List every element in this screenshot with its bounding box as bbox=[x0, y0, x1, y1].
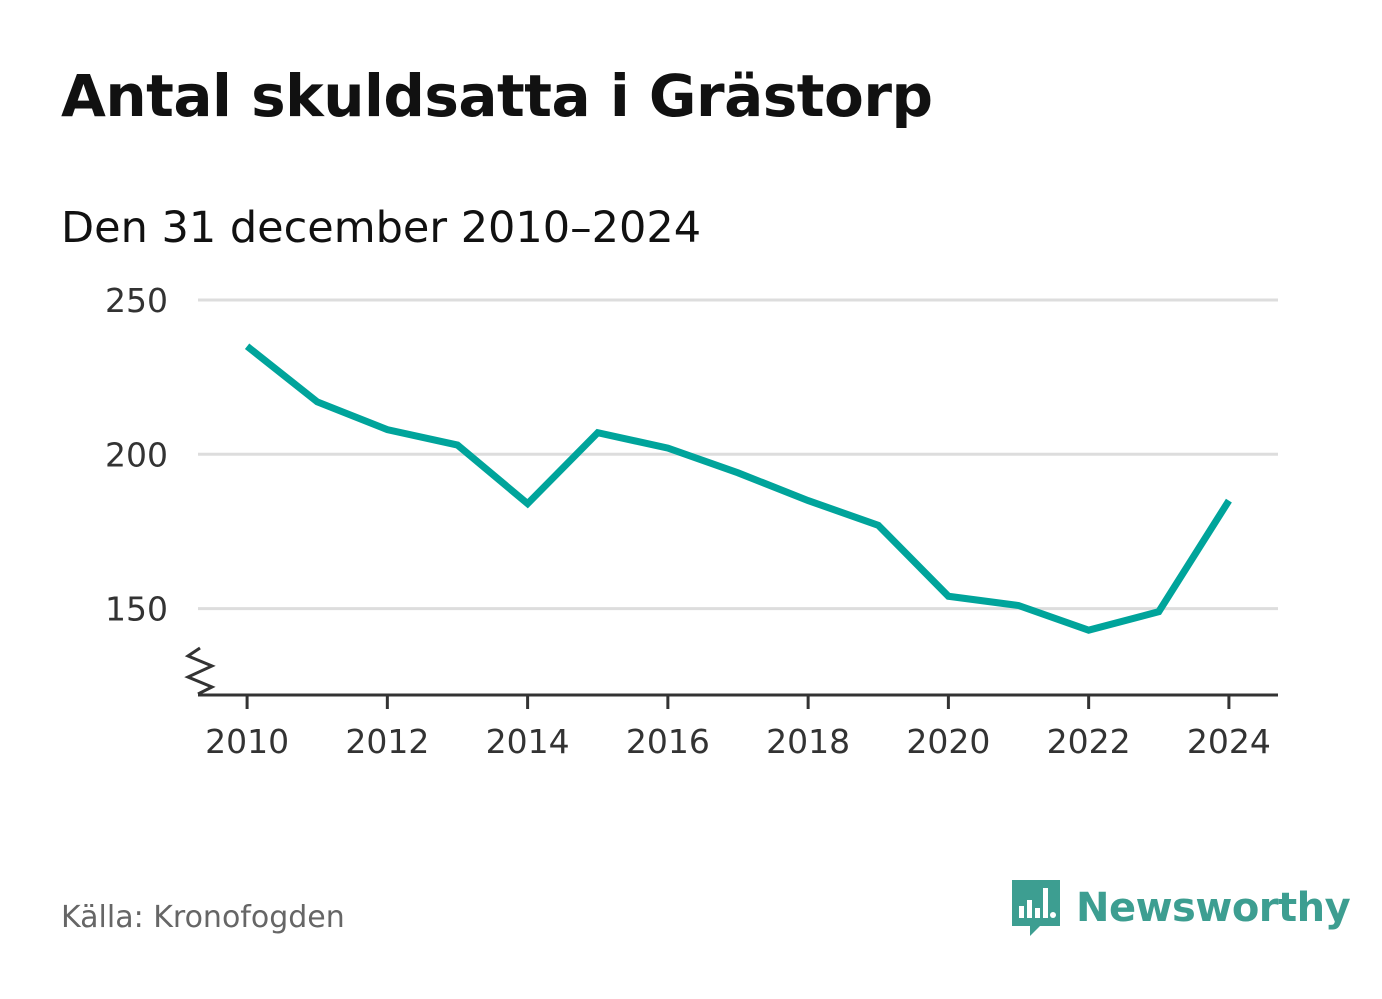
x-tick-label: 2020 bbox=[906, 722, 990, 761]
brand-name: Newsworthy bbox=[1076, 885, 1351, 931]
gridlines bbox=[198, 298, 1278, 611]
chart-title: Antal skuldsatta i Grästorp bbox=[61, 62, 933, 130]
x-tick-label: 2014 bbox=[486, 722, 570, 761]
x-tick-label: 2018 bbox=[766, 722, 850, 761]
y-tick-label: 150 bbox=[105, 590, 168, 629]
y-axis-ticks: 150 200 250 bbox=[105, 281, 168, 629]
x-axis-ticks: 2010 2012 2014 2016 2018 2020 2022 2024 bbox=[205, 695, 1271, 761]
chart-subtitle: Den 31 december 2010–2024 bbox=[61, 203, 702, 253]
y-tick-label: 250 bbox=[105, 281, 168, 320]
x-tick-label: 2022 bbox=[1047, 722, 1131, 761]
source-note: Källa: Kronofogden bbox=[61, 900, 345, 935]
x-tick-label: 2024 bbox=[1187, 722, 1271, 761]
x-tick-label: 2010 bbox=[205, 722, 289, 761]
axis-break-icon bbox=[184, 646, 216, 696]
newsworthy-logo-icon bbox=[1012, 880, 1060, 936]
x-axis bbox=[184, 646, 1278, 697]
series-line-antal-skuldsatta bbox=[244, 343, 1232, 634]
series bbox=[244, 343, 1232, 634]
x-tick-label: 2012 bbox=[345, 722, 429, 761]
brand-logo: Newsworthy bbox=[1010, 878, 1351, 938]
x-tick-label: 2016 bbox=[626, 722, 710, 761]
y-tick-label: 200 bbox=[105, 435, 168, 474]
